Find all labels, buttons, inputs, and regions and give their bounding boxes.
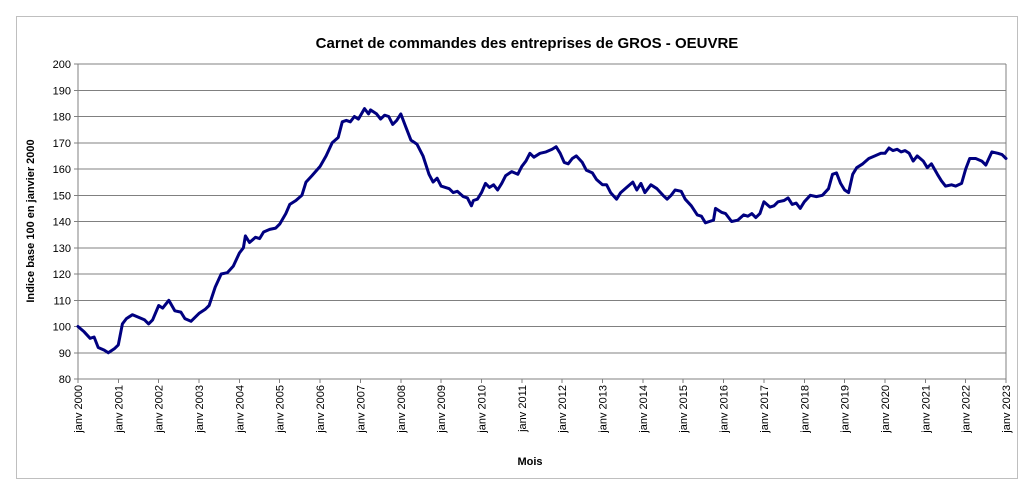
gridlines (78, 63, 1006, 380)
y-tick-label: 130 (53, 243, 71, 255)
y-tick-label: 140 (53, 217, 71, 229)
x-tick-label: janv 2015 (678, 385, 690, 434)
x-tick-label: janv 2001 (113, 385, 125, 434)
y-tick-label: 90 (59, 348, 71, 360)
x-tick-label: janv 2003 (194, 385, 206, 434)
y-tick-label: 170 (53, 138, 71, 150)
x-tick-label: janv 2023 (1001, 385, 1013, 434)
x-tick-label: janv 2016 (719, 385, 731, 434)
x-tick-label: janv 2000 (73, 385, 85, 434)
chart-title: Carnet de commandes des entreprises de G… (316, 35, 739, 52)
x-tick-label: janv 2022 (961, 385, 973, 434)
y-tick-label: 200 (53, 59, 71, 71)
x-tick-label: janv 2020 (880, 385, 892, 434)
x-tick-label: janv 2017 (759, 385, 771, 434)
x-axis-title: Mois (517, 456, 542, 468)
y-tick-label: 160 (53, 164, 71, 176)
x-tick-label: janv 2006 (315, 385, 327, 434)
y-tick-label: 80 (59, 374, 71, 386)
x-tick-label: janv 2019 (840, 385, 852, 434)
x-tick-label: janv 2018 (799, 385, 811, 434)
x-tick-label: janv 2010 (476, 385, 488, 434)
x-tick-label: janv 2011 (517, 385, 529, 433)
x-tick-label: janv 2007 (355, 385, 367, 434)
x-tick-label: janv 2013 (598, 385, 610, 434)
y-tick-label: 150 (53, 190, 71, 202)
x-tick-label: janv 2008 (396, 385, 408, 434)
x-tick-label: janv 2014 (638, 385, 650, 434)
series-layer (76, 107, 1008, 355)
x-axis-ticks: janv 2000 janv 2001 janv 2002 janv 2003 janv… (73, 379, 1013, 434)
y-tick-label: 110 (53, 295, 71, 307)
x-tick-label: janv 2009 (436, 385, 448, 434)
x-tick-label: janv 2005 (275, 385, 287, 434)
y-axis-ticks: 80 90 100 110 120 130 140 150 160 170 180 190 200 (53, 59, 78, 386)
y-tick-label: 100 (53, 322, 71, 334)
x-tick-label: janv 2021 (920, 385, 932, 434)
y-tick-label: 180 (53, 112, 71, 124)
x-tick-label: janv 2012 (557, 385, 569, 434)
y-tick-label: 120 (53, 269, 71, 281)
x-tick-label: janv 2004 (234, 385, 246, 434)
y-axis-title: Indice base 100 en janvier 2000 (25, 139, 37, 302)
chart-frame (16, 16, 1018, 479)
series-line-0 (76, 107, 1008, 355)
y-tick-label: 190 (53, 85, 71, 97)
x-tick-label: janv 2002 (154, 385, 166, 434)
